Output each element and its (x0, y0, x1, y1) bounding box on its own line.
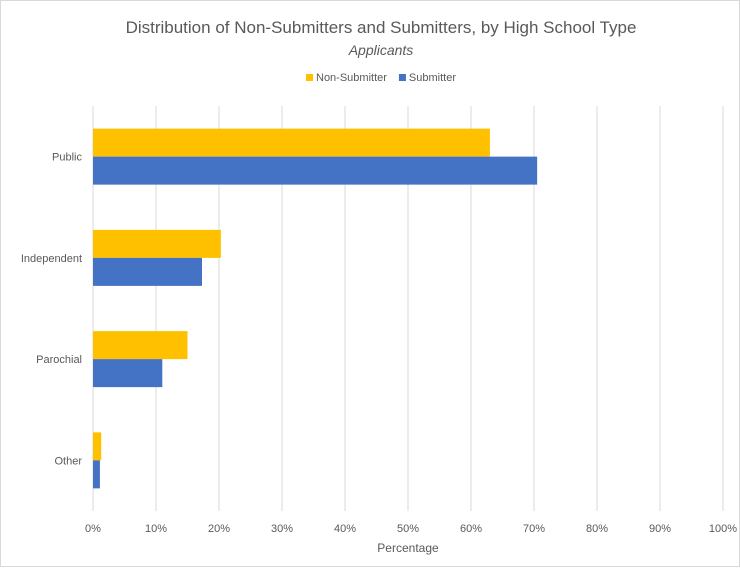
legend-item: Submitter (398, 72, 456, 84)
x-tick-label: 100% (709, 523, 737, 535)
x-tick-label: 90% (649, 523, 671, 535)
category-labels: Public Independent Parochial Other (21, 152, 83, 468)
category-label: Public (52, 152, 82, 164)
bar-submitter-independent (93, 257, 202, 286)
chart-subtitle: Applicants (348, 42, 414, 58)
bar-submitter-other (93, 460, 100, 489)
x-axis-title: Percentage (377, 541, 439, 555)
x-tick-label: 60% (460, 523, 482, 535)
category-label: Independent (21, 253, 82, 265)
bar-submitter-parochial (93, 359, 163, 388)
x-tick-label: 0% (85, 523, 101, 535)
category-label: Other (54, 455, 82, 467)
bar-submitter-public (93, 156, 538, 185)
legend-item: Non-Submitter (306, 72, 387, 84)
bars (93, 128, 538, 489)
bar-non-submitter-independent (93, 229, 221, 258)
legend: Non-Submitter Submitter (306, 72, 456, 84)
bar-non-submitter-public (93, 128, 490, 157)
x-tick-label: 80% (586, 523, 608, 535)
x-tick-label: 70% (523, 523, 545, 535)
x-tick-label: 40% (334, 523, 356, 535)
x-tick-label: 10% (145, 523, 167, 535)
legend-swatch (306, 74, 313, 81)
legend-swatch (398, 74, 406, 81)
x-tick-label: 30% (271, 523, 293, 535)
bar-non-submitter-other (93, 432, 102, 461)
legend-label: Non-Submitter (316, 72, 387, 84)
x-tick-label: 20% (208, 523, 230, 535)
category-label: Parochial (36, 354, 82, 366)
legend-label: Submitter (409, 72, 456, 84)
bar-non-submitter-parochial (93, 331, 188, 360)
x-tick-label: 50% (397, 523, 419, 535)
chart-title: Distribution of Non-Submitters and Submi… (126, 18, 637, 37)
tick-labels: 0% 10% 20% 30% 40% 50% 60% 70% 80% 90% 100% (85, 523, 737, 535)
